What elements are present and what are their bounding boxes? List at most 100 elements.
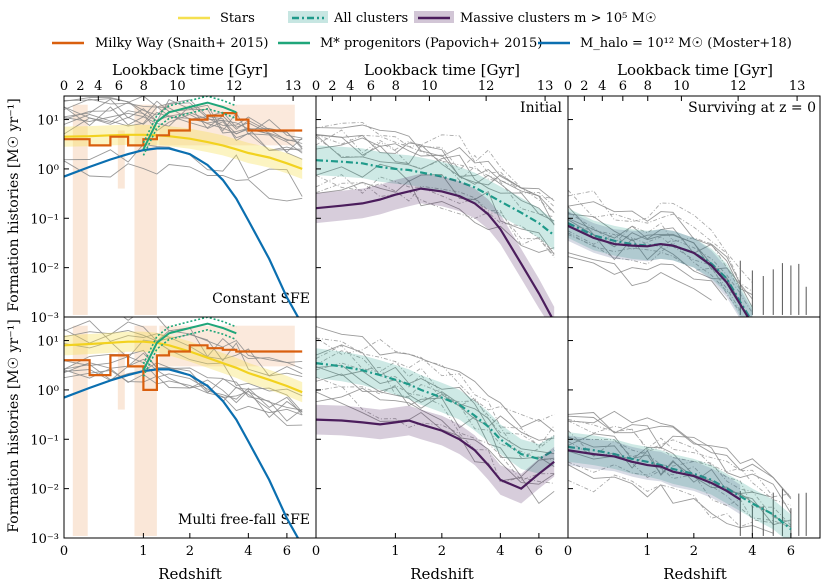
- x-tick-label: 4: [496, 544, 504, 559]
- mw-shade: [72, 325, 88, 536]
- band-stars: [64, 331, 303, 403]
- galaxy-line: [316, 182, 555, 257]
- y-axis-label-row1: Formation histories [M☉ yr⁻¹]: [6, 98, 22, 311]
- top-tick-label: 13: [789, 79, 806, 94]
- series-papovich-lower: [142, 107, 237, 156]
- panel-label-initial: Initial: [520, 100, 562, 116]
- panel-label-multi-free-fall: Multi free-fall SFE: [178, 512, 310, 528]
- band-all_clusters: [568, 208, 753, 317]
- series-papovich-upper: [142, 317, 237, 365]
- band-stars: [64, 124, 303, 179]
- y-axis-label-row2: Formation histories [M☉ yr⁻¹]: [6, 319, 22, 532]
- y-tick-label: 10⁻³: [30, 532, 59, 547]
- top-axis-label-col2: Lookback time [Gyr]: [364, 61, 520, 79]
- galaxy-line: [568, 415, 792, 498]
- galaxy-line: [64, 352, 303, 415]
- top-tick-label: 10: [421, 79, 438, 94]
- series-massive_clusters: [316, 187, 553, 317]
- galaxy-line: [64, 100, 303, 154]
- series-massive_clusters: [568, 449, 741, 501]
- top-tick-label: 8: [644, 79, 652, 94]
- galaxy-line: [568, 201, 753, 296]
- top-axis-label-col1: Lookback time [Gyr]: [112, 61, 268, 79]
- band-massive_clusters: [316, 173, 555, 317]
- galaxy-line: [568, 252, 712, 301]
- series-papovich-upper: [142, 96, 237, 144]
- top-tick-label: 4: [94, 79, 102, 94]
- series-milky_way: [64, 112, 303, 147]
- y-tick-label: 10⁻²: [30, 262, 59, 277]
- legend-label-moster: M_halo = 10¹² M☉ (Moster+18): [580, 36, 792, 51]
- top-tick-label: 12: [730, 79, 747, 94]
- top-tick-label: 10: [673, 79, 690, 94]
- x-tick-label: 1: [139, 544, 147, 559]
- series-all_clusters: [568, 222, 751, 317]
- galaxy-line: [316, 344, 555, 441]
- galaxy-line: [316, 364, 555, 467]
- top-tick-label: 12: [478, 79, 495, 94]
- x-tick-label: 4: [244, 544, 252, 559]
- panel-0-1: [316, 121, 555, 317]
- galaxy-line: [568, 420, 791, 498]
- legend-label-stars: Stars: [220, 11, 255, 26]
- y-tick-label: 10⁻¹: [30, 212, 59, 227]
- galaxy-line: [316, 366, 555, 455]
- galaxy-line: [64, 98, 303, 139]
- galaxy-line: [316, 124, 555, 202]
- galaxy-line: [568, 474, 753, 528]
- x-axis-label-col1: Redshift: [158, 565, 222, 583]
- galaxy-line: [568, 230, 741, 294]
- series-all_clusters: [316, 362, 555, 461]
- panel-1-2: [568, 410, 807, 538]
- panel-0-0: [64, 96, 303, 317]
- band-all_clusters: [316, 145, 555, 251]
- legend: Stars All clusters Massive clusters m > …: [95, 11, 792, 51]
- galaxy-line: [64, 96, 303, 148]
- galaxy-line: [64, 330, 303, 377]
- series-all_clusters: [568, 445, 792, 531]
- galaxy-line: [316, 385, 555, 484]
- top-tick-label: 6: [367, 79, 375, 94]
- mw-shade: [117, 130, 125, 189]
- y-tick-label: 10¹: [37, 114, 59, 129]
- legend-label-massive-clusters: Massive clusters m > 10⁵ M☉: [460, 11, 657, 26]
- galaxy-line: [316, 134, 555, 214]
- top-tick-label: 2: [328, 79, 336, 94]
- galaxy-line: [316, 163, 555, 255]
- galaxy-line: [64, 160, 303, 202]
- top-tick-label: 13: [537, 79, 554, 94]
- series-massive_clusters: [568, 224, 750, 317]
- top-tick-label: 6: [619, 79, 627, 94]
- galaxy-line: [568, 440, 792, 528]
- galaxy-line: [568, 224, 741, 313]
- top-tick-label: 8: [392, 79, 400, 94]
- x-tick-label: 6: [787, 544, 795, 559]
- top-tick-label: 13: [285, 79, 302, 94]
- galaxy-line: [316, 326, 555, 432]
- x-axis-label-col2: Redshift: [410, 565, 474, 583]
- top-tick-label: 6: [115, 79, 123, 94]
- top-tick-label: 2: [76, 79, 84, 94]
- band-all_clusters: [316, 348, 555, 474]
- galaxy-line: [316, 344, 555, 447]
- x-tick-label: 4: [748, 544, 756, 559]
- galaxy-line: [568, 217, 753, 300]
- galaxy-line: [568, 418, 792, 506]
- galaxy-line: [316, 179, 555, 253]
- galaxy-line: [568, 212, 741, 291]
- panel-1-1: [316, 326, 555, 505]
- legend-label-papovich: M* progenitors (Papovich+ 2015): [320, 36, 542, 51]
- mw-shade: [117, 351, 125, 410]
- galaxy-line: [568, 190, 753, 283]
- galaxy-line: [64, 369, 303, 426]
- x-tick-label: 1: [391, 544, 399, 559]
- galaxy-line: [316, 129, 555, 207]
- top-tick-label: 4: [346, 79, 354, 94]
- top-tick-label: 0: [312, 79, 320, 94]
- series-papovich: [142, 322, 237, 371]
- panel-label-surviving: Surviving at z = 0: [688, 100, 816, 116]
- mw-shade: [72, 104, 88, 315]
- x-tick-label: 0: [312, 544, 320, 559]
